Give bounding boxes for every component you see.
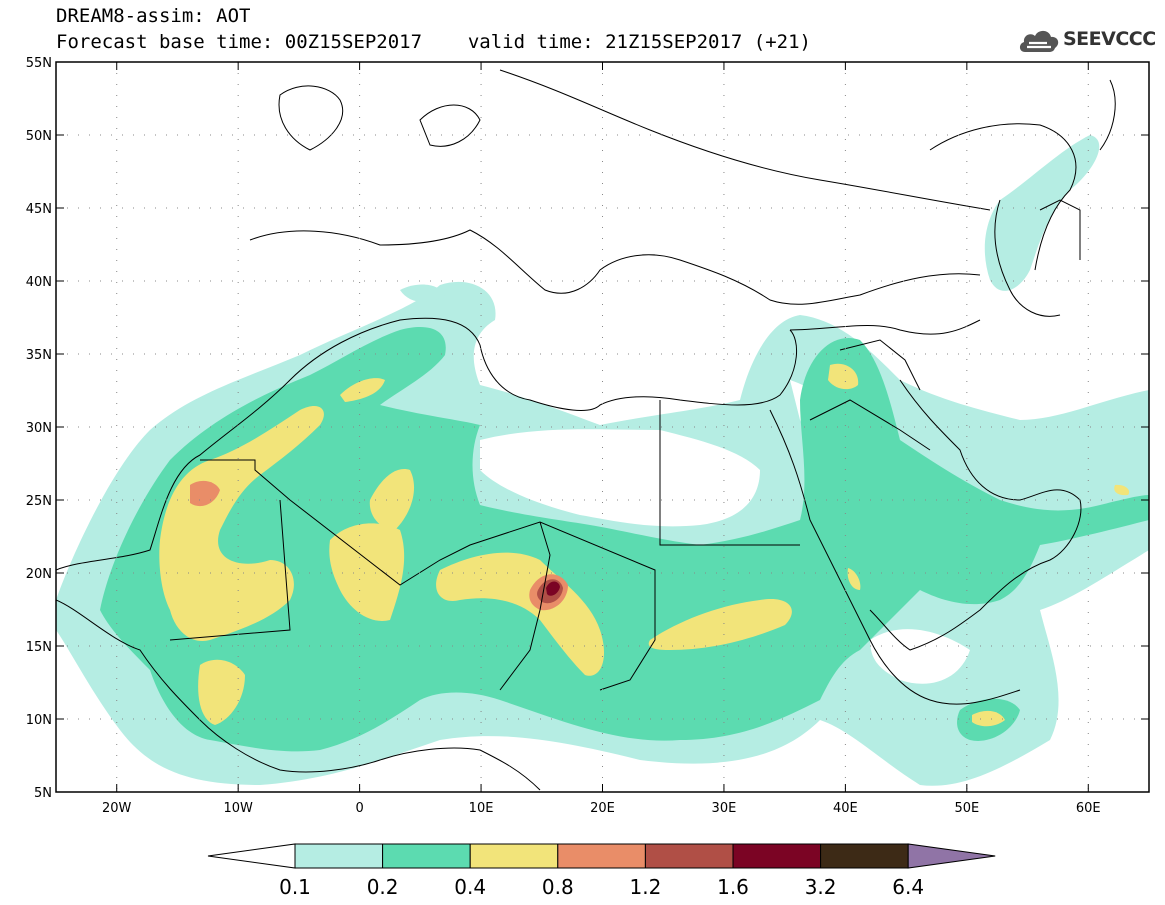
coastlines: [56, 69, 1116, 791]
colorbar-label: 1.6: [717, 875, 749, 899]
colorbar-swatch: [382, 843, 471, 869]
colorbar-label: 0.8: [542, 875, 574, 899]
aot-contours: [56, 135, 1149, 786]
lon-tick-label: 20E: [590, 801, 615, 816]
latitude-axis: 5N 10N 15N 20N 25N 30N 35N 40N 45N 50N 55N: [26, 56, 1149, 801]
colorbar-swatch: [644, 843, 734, 869]
colorbar-swatch: [820, 843, 909, 869]
logo-text: SEEVCCC: [1063, 28, 1156, 50]
lon-tick-label: 10E: [469, 801, 494, 816]
lon-tick-label: 50E: [954, 801, 979, 816]
colorbar-label: 0.1: [279, 875, 311, 899]
colorbar-label: 6.4: [892, 875, 924, 899]
map-title: DREAM8-assim: AOT: [56, 5, 251, 27]
longitude-axis: 20W 10W 0 10E 20E 30E 40E 50E 60E: [102, 62, 1101, 816]
colorbar-swatch: [469, 843, 559, 869]
graticule: [56, 62, 1149, 792]
colorbar-swatch: [294, 843, 384, 869]
lat-tick-label: 20N: [26, 567, 52, 582]
lon-tick-label: 0: [355, 801, 363, 816]
cloud-icon: [1019, 30, 1059, 52]
lat-tick-label: 45N: [26, 202, 52, 217]
lat-tick-label: 35N: [26, 348, 52, 363]
lat-tick-label: 5N: [34, 786, 52, 801]
lon-tick-label: 20W: [102, 801, 132, 816]
lon-tick-label: 60E: [1076, 801, 1101, 816]
lat-tick-label: 55N: [26, 56, 52, 71]
lon-tick-label: 10W: [223, 801, 253, 816]
lat-tick-label: 40N: [26, 275, 52, 290]
aot-level-1-6: [546, 581, 560, 596]
lat-tick-label: 15N: [26, 640, 52, 655]
lat-tick-label: 25N: [26, 494, 52, 509]
lon-tick-label: 40E: [833, 801, 858, 816]
forecast-times: Forecast base time: 00Z15SEP2017 valid t…: [56, 32, 811, 52]
country-borders: [169, 199, 1081, 691]
lat-tick-label: 10N: [26, 713, 52, 728]
colorbar-label: 3.2: [805, 875, 837, 899]
colorbar-swatch: [732, 843, 822, 869]
lat-tick-label: 30N: [26, 421, 52, 436]
lon-tick-label: 30E: [712, 801, 737, 816]
base-time: Forecast base time: 00Z15SEP2017: [56, 31, 423, 53]
colorbar-over-triangle: [907, 843, 996, 869]
colorbar-label: 1.2: [629, 875, 661, 899]
valid-time: valid time: 21Z15SEP2017 (+21): [467, 31, 811, 53]
colorbar: 0.1 0.2 0.4 0.8 1.2 1.6 3.2 6.4: [207, 843, 996, 899]
lat-tick-label: 50N: [26, 129, 52, 144]
colorbar-under-triangle: [207, 843, 296, 869]
colorbar-swatch: [557, 843, 646, 869]
seevccc-logo: SEEVCCC: [1017, 24, 1157, 58]
colorbar-label: 0.2: [367, 875, 399, 899]
colorbar-label: 0.4: [454, 875, 486, 899]
